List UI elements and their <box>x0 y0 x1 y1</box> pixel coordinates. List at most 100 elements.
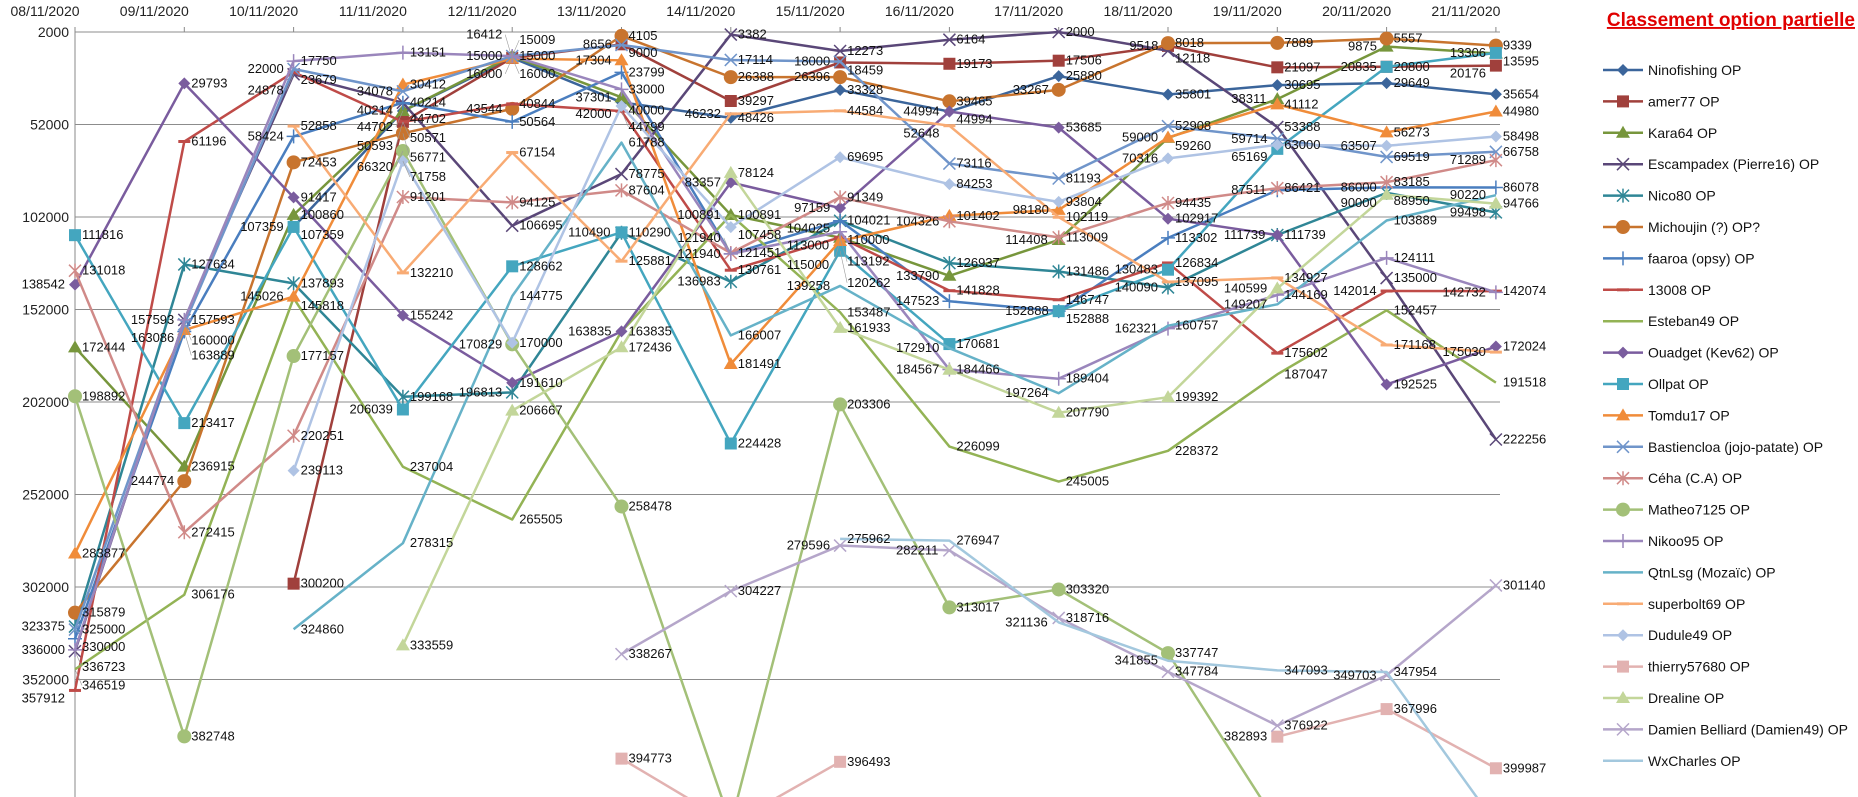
series-line <box>73 51 1497 445</box>
data-label: 102119 <box>1066 209 1108 224</box>
legend-item[interactable]: 13008 OP <box>1603 282 1711 298</box>
data-label: 153487 <box>847 304 890 319</box>
data-label: 244774 <box>131 473 174 488</box>
legend-item[interactable]: QtnLsg (Mozaïc) OP <box>1603 564 1776 580</box>
data-label: 9875 <box>1348 39 1377 54</box>
data-point <box>1270 35 1285 50</box>
legend-item[interactable]: Dudule49 OP <box>1603 627 1732 643</box>
data-point <box>69 229 81 242</box>
data-label: 67154 <box>519 145 555 160</box>
data-point <box>834 151 847 164</box>
x-tick-label: 16/11/2020 <box>885 3 954 19</box>
data-point <box>1489 762 1502 775</box>
data-label: 191610 <box>519 375 562 390</box>
data-point <box>614 183 629 198</box>
legend-label: WxCharles OP <box>1648 753 1741 769</box>
data-point <box>1161 390 1175 403</box>
legend-marker-icon <box>1617 378 1629 390</box>
data-point <box>1271 138 1284 151</box>
legend-item[interactable]: Matheo7125 OP <box>1603 502 1750 518</box>
data-point <box>724 437 737 450</box>
data-label: 35801 <box>1175 87 1211 102</box>
legend-item[interactable]: Escampadex (Pierre16) OP <box>1603 156 1819 172</box>
legend-item[interactable]: Bastiencloa (jojo-patate) OP <box>1603 439 1823 455</box>
data-point <box>1161 196 1175 211</box>
legend-item[interactable]: amer77 OP <box>1603 93 1720 109</box>
data-point <box>1161 119 1175 133</box>
data-label: 20176 <box>1450 66 1486 81</box>
data-label: 44702 <box>410 111 446 126</box>
data-label: 91349 <box>847 189 883 204</box>
data-label: 56273 <box>1394 124 1430 139</box>
label-leader <box>184 331 192 356</box>
data-label: 18000 <box>794 54 830 69</box>
legend-item[interactable]: Drealine OP <box>1603 690 1724 706</box>
data-label: 9518 <box>1129 38 1158 53</box>
x-tick-label: 17/11/2020 <box>994 3 1063 19</box>
label-leader <box>402 160 411 178</box>
data-label: 155242 <box>410 307 453 322</box>
data-label: 23799 <box>629 64 665 79</box>
series-line <box>73 191 1497 627</box>
legend-label: Ouadget (Kev62) OP <box>1648 345 1779 361</box>
data-label: 138542 <box>22 277 65 292</box>
data-label: 65169 <box>1231 149 1267 164</box>
label-leader <box>511 39 520 57</box>
data-point <box>1270 120 1284 134</box>
data-label: 23679 <box>301 72 337 87</box>
data-label: 399987 <box>1503 760 1546 775</box>
x-axis-labels: 08/11/2020 09/11/2020 10/11/2020 11/11/2020… <box>10 3 1500 19</box>
data-point <box>1052 305 1065 318</box>
data-point <box>287 428 301 443</box>
data-label: 106695 <box>519 218 562 233</box>
data-label: 17750 <box>301 53 337 68</box>
data-point <box>724 94 737 107</box>
legend-item[interactable]: Nikoo95 OP <box>1603 533 1723 549</box>
x-tick-label: 14/11/2020 <box>666 3 735 19</box>
data-label: 30412 <box>410 77 446 92</box>
data-point <box>395 95 410 110</box>
data-point <box>1052 264 1066 279</box>
data-label: 239113 <box>301 463 343 478</box>
legend-item[interactable]: faaroa (opsy) OP <box>1603 250 1755 266</box>
data-label: 236915 <box>191 459 234 474</box>
data-label: 199168 <box>410 389 453 404</box>
data-point <box>614 82 629 97</box>
legend-item[interactable]: Tomdu17 OP <box>1603 407 1730 423</box>
data-label: 44799 <box>629 119 665 134</box>
data-point <box>506 376 519 389</box>
data-label: 142014 <box>1333 283 1376 298</box>
legend-item[interactable]: thierry57680 OP <box>1603 659 1750 675</box>
data-point <box>1379 31 1394 46</box>
data-label: 131018 <box>82 263 125 278</box>
legend-item[interactable]: Ninofishing OP <box>1603 62 1741 78</box>
legend-item[interactable]: superbolt69 OP <box>1603 596 1745 612</box>
legend-item[interactable]: Michoujin (?) OP? <box>1603 219 1760 235</box>
data-label: 132210 <box>410 265 453 280</box>
data-point <box>724 584 738 598</box>
legend-item[interactable]: Kara64 OP <box>1603 125 1717 141</box>
data-label: 177157 <box>301 348 344 363</box>
data-label: 338267 <box>629 646 672 661</box>
data-label: 38311 <box>1231 91 1266 106</box>
data-label: 66758 <box>1503 144 1539 159</box>
legend-label: Ninofishing OP <box>1648 62 1741 78</box>
legend-item[interactable]: WxCharles OP <box>1603 753 1741 769</box>
legend-item[interactable]: Céha (C.A) OP <box>1603 470 1742 486</box>
legend-item[interactable]: Damien Belliard (Damien49) OP <box>1603 721 1848 737</box>
data-point <box>1489 340 1502 353</box>
data-label: 306176 <box>191 587 234 602</box>
series-line <box>73 158 1497 534</box>
data-point <box>287 191 300 204</box>
y-tick-label: 2000 <box>38 24 69 40</box>
legend-item[interactable]: Nico80 OP <box>1603 188 1716 204</box>
series-8 <box>74 213 1497 671</box>
data-label: 226099 <box>956 439 999 454</box>
legend-item[interactable]: Ouadget (Kev62) OP <box>1603 345 1779 361</box>
data-label: 283877 <box>82 545 125 560</box>
legend-marker-icon <box>1616 157 1630 171</box>
legend-item[interactable]: Esteban49 OP <box>1603 313 1739 329</box>
data-label: 20800 <box>1394 59 1430 74</box>
legend-item[interactable]: Ollpat OP <box>1603 376 1709 392</box>
data-label: 16412 <box>466 27 502 42</box>
